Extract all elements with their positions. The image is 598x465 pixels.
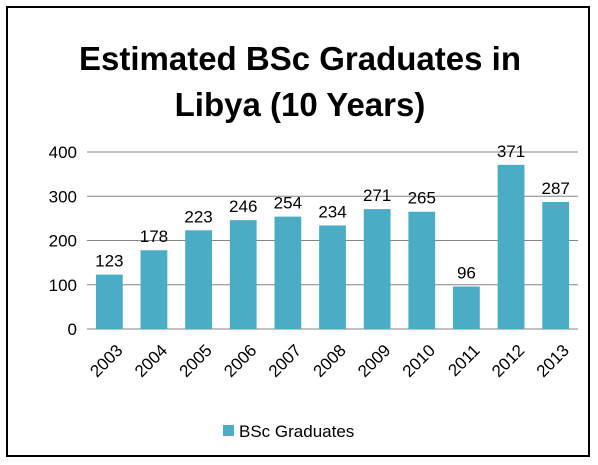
x-tick-label-2010: 2010	[399, 341, 439, 381]
y-axis-ticks: 0 100 200 300 400	[49, 143, 77, 339]
x-tick-label-2006: 2006	[220, 341, 260, 381]
x-tick-label-2004: 2004	[131, 341, 171, 381]
x-tick-label-2007: 2007	[265, 341, 305, 381]
bar-2006	[229, 220, 257, 329]
y-tick-label: 400	[49, 143, 77, 162]
x-tick-label-2008: 2008	[310, 341, 350, 381]
bar-2009	[363, 209, 391, 329]
bar-2010	[408, 211, 436, 329]
x-tick-label-2003: 2003	[86, 341, 126, 381]
bar-2013	[542, 202, 570, 329]
chart-title-line-2: Libya (10 Years)	[174, 86, 426, 123]
x-tick-label-2005: 2005	[176, 341, 216, 381]
bar-2005	[185, 230, 212, 329]
data-label-2005: 223	[184, 207, 212, 226]
data-label-2004: 178	[140, 227, 168, 246]
bar-2003	[95, 274, 123, 329]
data-label-2009: 271	[363, 186, 391, 205]
data-label-2008: 234	[318, 202, 346, 221]
legend: BSc Graduates	[223, 422, 354, 441]
data-label-2012: 371	[497, 142, 525, 161]
x-tick-label-2009: 2009	[354, 341, 394, 381]
y-tick-label: 200	[49, 232, 77, 251]
x-tick-label-2011: 2011	[444, 341, 483, 380]
x-axis-ticks: 2003 2004 2005 2006 2007 2008 2009 2010 2011 2012…	[86, 341, 573, 381]
data-label-2006: 246	[229, 197, 257, 216]
data-label-2007: 254	[274, 194, 302, 213]
bar-2008	[319, 225, 346, 329]
legend-swatch	[223, 425, 234, 436]
data-label-2010: 265	[408, 189, 436, 208]
legend-label: BSc Graduates	[239, 422, 354, 441]
chart-frame: Estimated BSc Graduates in Libya (10 Yea…	[6, 6, 590, 457]
y-tick-label: 300	[49, 187, 77, 206]
bars	[95, 164, 570, 329]
chart-title-line-1: Estimated BSc Graduates in	[79, 40, 521, 77]
chart-title: Estimated BSc Graduates in Libya (10 Yea…	[8, 36, 592, 128]
bar-2011	[453, 286, 480, 329]
y-tick-label: 100	[49, 276, 77, 295]
y-tick-label: 0	[68, 320, 77, 339]
bar-2012	[497, 164, 525, 329]
data-label-2003: 123	[95, 252, 123, 271]
x-tick-label-2012: 2012	[488, 341, 528, 381]
data-labels: 123 178 223 246 254 234 271 265 96 371 287	[95, 142, 570, 283]
bar-2004	[140, 250, 168, 329]
bar-2007	[274, 216, 302, 329]
x-tick-label-2013: 2013	[533, 341, 573, 381]
data-label-2013: 287	[541, 179, 569, 198]
data-label-2011: 96	[457, 264, 476, 283]
